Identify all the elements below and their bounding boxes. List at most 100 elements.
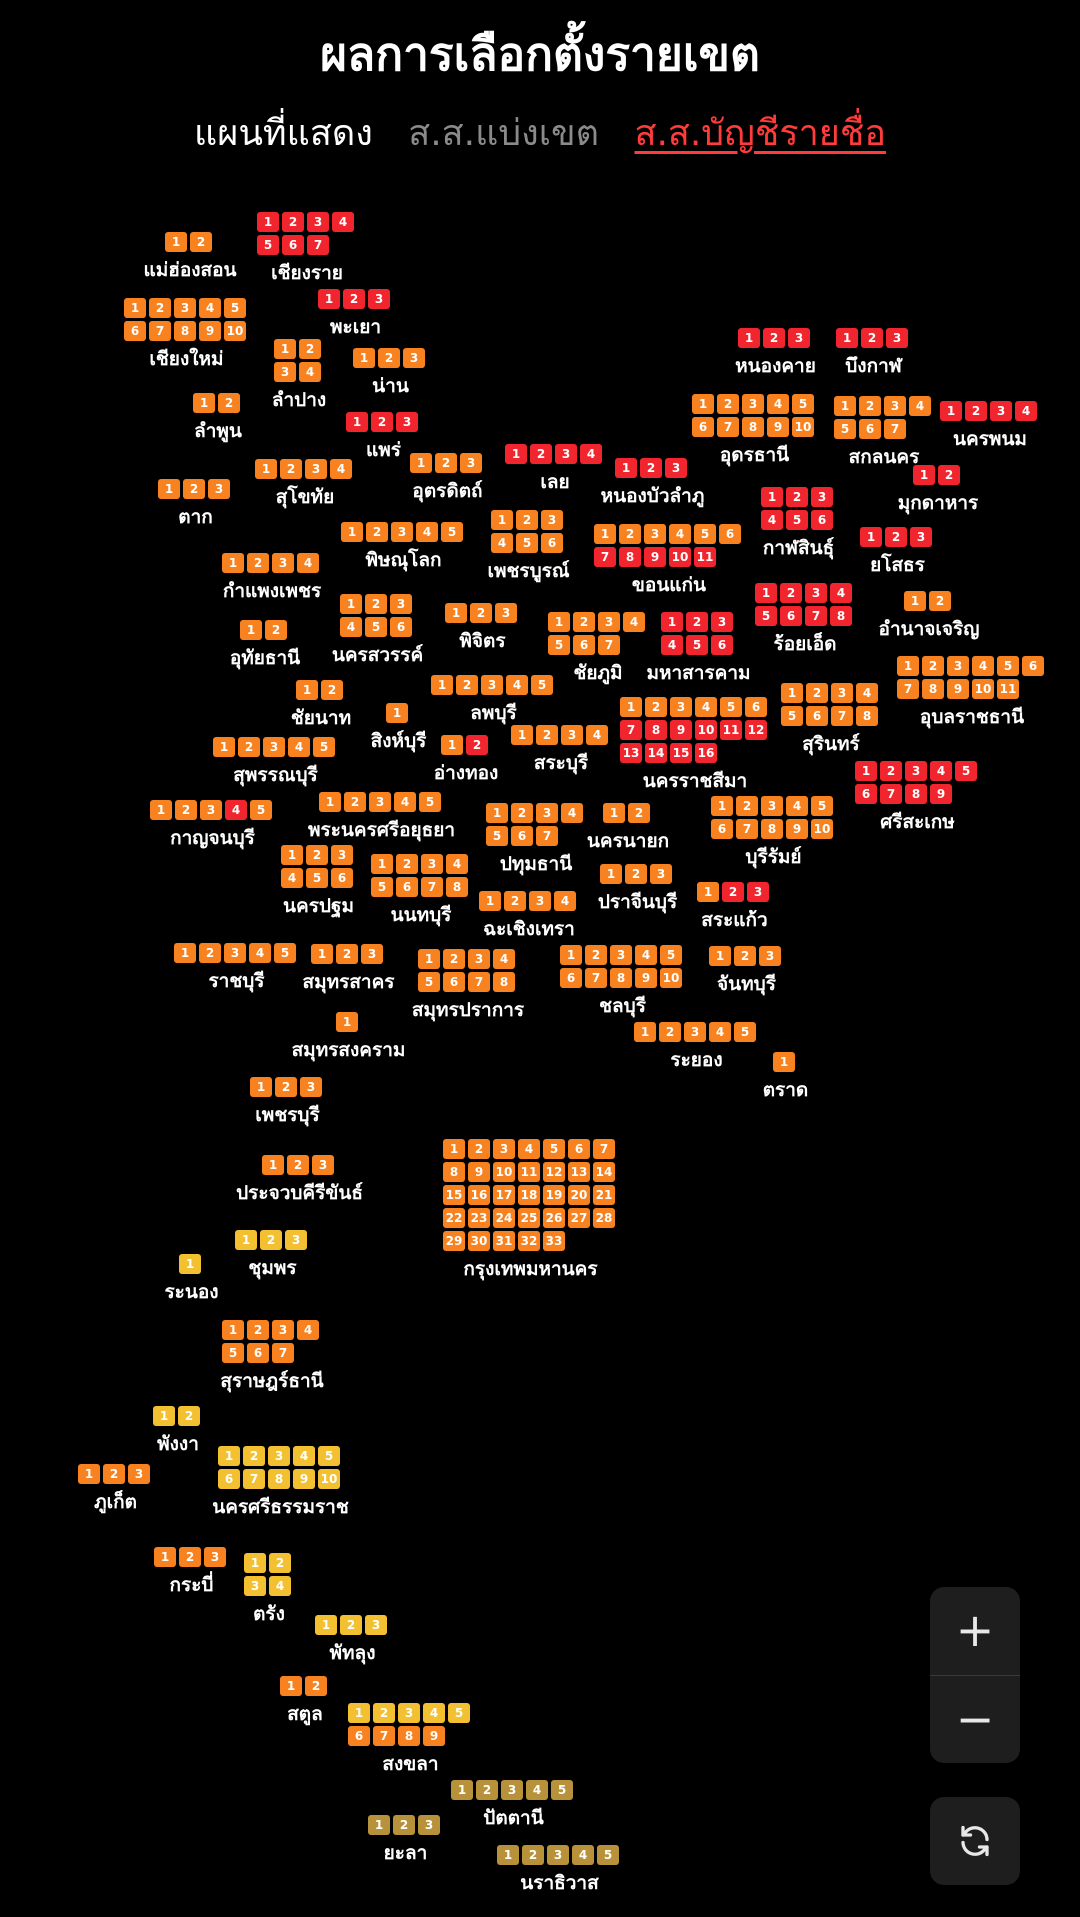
seat-box[interactable]: 6	[711, 635, 733, 655]
seat-box[interactable]: 6	[541, 533, 563, 553]
seat-box[interactable]: 2	[280, 459, 302, 479]
seat-box[interactable]: 4	[330, 459, 352, 479]
province-71[interactable]: 1 2 3 พัทลุง	[315, 1615, 390, 1668]
seat-box[interactable]: 3	[204, 1547, 226, 1567]
seat-box[interactable]: 10	[972, 679, 994, 699]
seat-box[interactable]: 4	[269, 1576, 291, 1596]
seat-box[interactable]: 3	[421, 854, 443, 874]
province-40[interactable]: 1 2 3 4 สระบุรี	[511, 725, 611, 778]
seat-box[interactable]: 2	[511, 803, 533, 823]
seat-box[interactable]: 4	[580, 444, 602, 464]
seat-box[interactable]: 9	[468, 1162, 490, 1182]
seat-box[interactable]: 3	[481, 675, 503, 695]
seat-box[interactable]: 1	[834, 396, 856, 416]
seat-box[interactable]: 9	[767, 417, 789, 437]
seat-box[interactable]: 1	[781, 683, 803, 703]
seat-box[interactable]: 2	[625, 864, 647, 884]
seat-box[interactable]: 8	[619, 547, 641, 567]
seat-box[interactable]: 2	[373, 1703, 395, 1723]
province-70[interactable]: 1 2 3 4 ตรัง	[244, 1553, 294, 1629]
seat-box[interactable]: 16	[468, 1185, 490, 1205]
seat-box[interactable]: 3	[244, 1576, 266, 1596]
seat-box[interactable]: 2	[885, 527, 907, 547]
seat-box[interactable]: 2	[722, 882, 744, 902]
seat-box[interactable]: 3	[610, 945, 632, 965]
seat-box[interactable]: 6	[806, 706, 828, 726]
province-13[interactable]: 1 2 3 หนองคาย	[735, 328, 816, 381]
seat-box[interactable]: 3	[285, 1230, 307, 1250]
seat-box[interactable]: 2	[965, 401, 987, 421]
seat-box[interactable]: 7	[272, 1343, 294, 1363]
seat-box[interactable]: 1	[150, 800, 172, 820]
seat-box[interactable]: 1	[296, 680, 318, 700]
province-22[interactable]: 1 2 3 4 5 6 กาฬสินธุ์	[761, 487, 836, 563]
seat-box[interactable]: 30	[468, 1231, 490, 1251]
seat-box[interactable]: 3	[665, 458, 687, 478]
seat-box[interactable]: 6	[692, 417, 714, 437]
seat-box[interactable]: 3	[403, 348, 425, 368]
seat-box[interactable]: 4	[786, 796, 808, 816]
seat-box[interactable]: 3	[200, 800, 222, 820]
seat-box[interactable]: 4	[767, 394, 789, 414]
province-18[interactable]: 1 2 มุกดาหาร	[898, 465, 978, 518]
seat-box[interactable]: 5	[997, 656, 1019, 676]
seat-box[interactable]: 7	[736, 819, 758, 839]
province-44[interactable]: 1 2 นครนายก	[587, 803, 669, 856]
seat-box[interactable]: 5	[543, 1139, 565, 1159]
seat-box[interactable]: 1	[418, 949, 440, 969]
seat-box[interactable]: 2	[190, 232, 212, 252]
seat-box[interactable]: 1	[860, 527, 882, 547]
seat-box[interactable]: 1	[368, 1815, 390, 1835]
seat-box[interactable]: 1	[153, 1406, 175, 1426]
seat-box[interactable]: 2	[321, 680, 343, 700]
seat-box[interactable]: 4	[586, 725, 608, 745]
seat-box[interactable]: 10	[695, 720, 717, 740]
seat-box[interactable]: 3	[561, 725, 583, 745]
seat-box[interactable]: 3	[555, 444, 577, 464]
seat-box[interactable]: 3	[208, 479, 230, 499]
seat-box[interactable]: 3	[365, 1615, 387, 1635]
seat-box[interactable]: 25	[518, 1208, 540, 1228]
seat-box[interactable]: 3	[307, 212, 329, 232]
seat-box[interactable]: 1	[235, 1230, 257, 1250]
province-38[interactable]: 1 2 3 4 5 สุพรรณบุรี	[213, 737, 338, 790]
seat-box[interactable]: 2	[806, 683, 828, 703]
seat-box[interactable]: 1	[78, 1464, 100, 1484]
seat-box[interactable]: 2	[717, 394, 739, 414]
seat-box[interactable]: 1	[711, 796, 733, 816]
seat-box[interactable]: 4	[423, 1703, 445, 1723]
seat-box[interactable]: 7	[831, 706, 853, 726]
seat-box[interactable]: 2	[178, 1406, 200, 1426]
seat-box[interactable]: 1	[497, 1845, 519, 1865]
province-41[interactable]: 1 2 3 4 5 6 7 8 9 ศรีสะเกษ	[855, 761, 980, 837]
seat-box[interactable]: 5	[734, 1022, 756, 1042]
seat-box[interactable]: 4	[340, 617, 362, 637]
seat-box[interactable]: 4	[297, 553, 319, 573]
province-67[interactable]: 1 2 3 4 5 6 7 8 9 10 นครศรีธรรมราช	[212, 1446, 349, 1522]
seat-box[interactable]: 2	[243, 1446, 265, 1466]
seat-box[interactable]: 1	[348, 1703, 370, 1723]
seat-box[interactable]: 1	[443, 1139, 465, 1159]
seat-box[interactable]: 2	[530, 444, 552, 464]
seat-box[interactable]: 4	[661, 635, 683, 655]
seat-box[interactable]: 20	[568, 1185, 590, 1205]
seat-box[interactable]: 21	[593, 1185, 615, 1205]
seat-box[interactable]: 3	[305, 459, 327, 479]
province-27[interactable]: 1 2 3 4 5 6 7 ชัยภูมิ	[548, 612, 648, 688]
province-48[interactable]: 1 2 3 4 5 6 7 8 นนทบุรี	[371, 854, 471, 930]
province-53[interactable]: 1 2 3 สมุทรสาคร	[302, 944, 395, 997]
seat-box[interactable]: 4	[1015, 401, 1037, 421]
seat-box[interactable]: 1	[386, 703, 408, 723]
seat-box[interactable]: 7	[717, 417, 739, 437]
province-36[interactable]: 1 สิงห์บุรี	[371, 703, 426, 756]
seat-box[interactable]: 6	[855, 784, 877, 804]
province-9[interactable]: 1 2 3 4 สุโขทัย	[255, 459, 355, 512]
seat-box[interactable]: 17	[493, 1185, 515, 1205]
seat-box[interactable]: 4	[491, 533, 513, 553]
seat-box[interactable]: 6	[1022, 656, 1044, 676]
seat-box[interactable]: 7	[149, 321, 171, 341]
seat-box[interactable]: 10	[660, 968, 682, 988]
province-21[interactable]: 1 2 3 4 5 6 7 8 9 10 11 ขอนแก่น	[594, 524, 744, 600]
seat-box[interactable]: 1	[222, 1320, 244, 1340]
seat-box[interactable]: 1	[479, 891, 501, 911]
